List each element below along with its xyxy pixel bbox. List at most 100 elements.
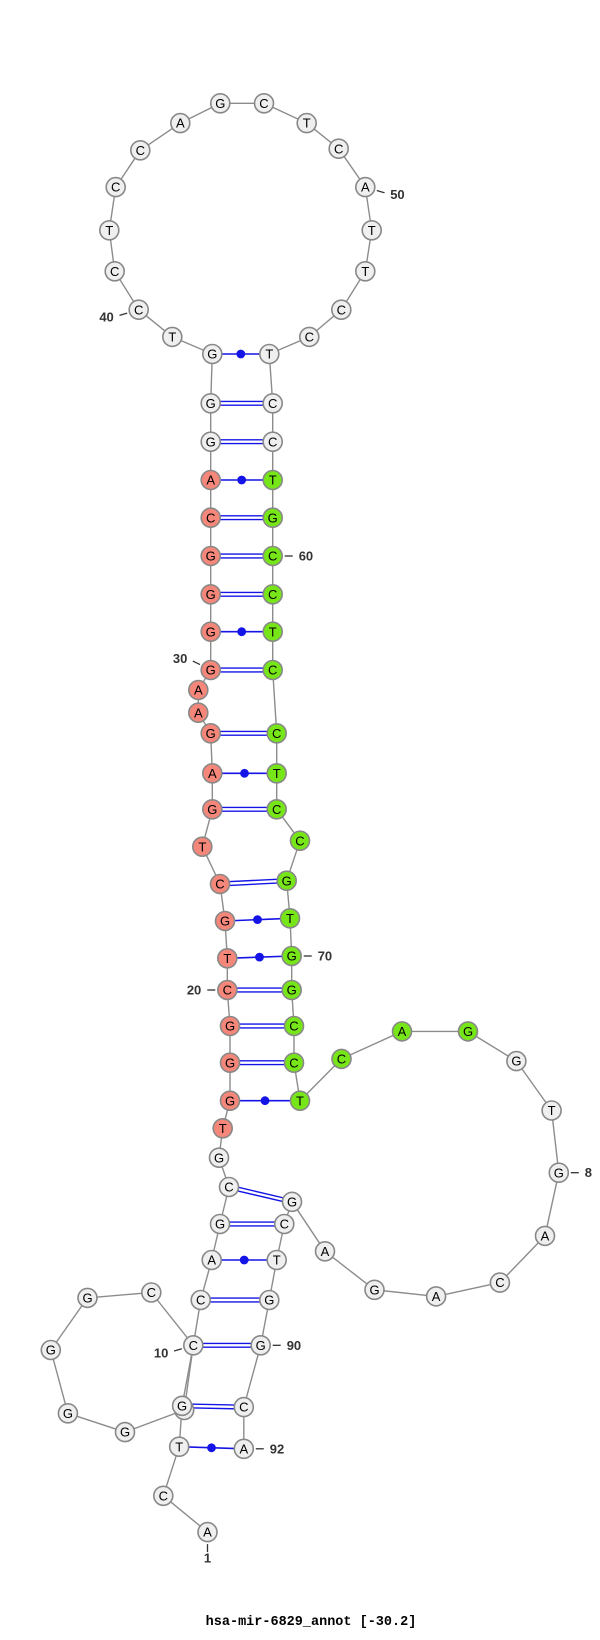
svg-text:A: A (176, 116, 185, 131)
svg-text:1: 1 (204, 1551, 211, 1566)
svg-text:T: T (105, 223, 113, 238)
svg-text:G: G (63, 1406, 73, 1421)
svg-text:A: A (398, 1024, 407, 1039)
svg-text:G: G (369, 1282, 379, 1297)
svg-text:C: C (337, 302, 346, 317)
svg-text:A: A (432, 1289, 441, 1304)
svg-text:A: A (239, 1441, 248, 1456)
svg-text:G: G (225, 1019, 235, 1034)
svg-text:G: G (206, 587, 216, 602)
svg-text:A: A (206, 473, 215, 488)
svg-text:C: C (305, 330, 314, 345)
svg-text:C: C (147, 1285, 156, 1300)
svg-text:C: C (136, 143, 145, 158)
svg-text:C: C (289, 1019, 298, 1034)
svg-text:A: A (194, 683, 203, 698)
svg-text:C: C (272, 802, 281, 817)
svg-text:C: C (215, 877, 224, 892)
svg-text:C: C (111, 180, 120, 195)
svg-text:G: G (225, 1093, 235, 1108)
svg-text:G: G (287, 983, 297, 998)
svg-text:50: 50 (390, 187, 404, 202)
svg-text:A: A (207, 1253, 216, 1268)
svg-text:90: 90 (287, 1338, 301, 1353)
svg-text:A: A (541, 1229, 550, 1244)
svg-text:G: G (215, 96, 225, 111)
svg-text:A: A (321, 1244, 330, 1259)
svg-text:C: C (206, 510, 215, 525)
svg-text:C: C (268, 663, 277, 678)
svg-text:A: A (361, 180, 370, 195)
svg-text:hsa-mir-6829_annot [-30.2]: hsa-mir-6829_annot [-30.2] (206, 1615, 417, 1630)
svg-text:60: 60 (299, 549, 313, 564)
svg-text:C: C (268, 587, 277, 602)
svg-text:T: T (168, 330, 176, 345)
svg-text:C: C (159, 1488, 168, 1503)
svg-text:G: G (256, 1338, 266, 1353)
svg-text:C: C (268, 396, 277, 411)
svg-text:T: T (361, 264, 369, 279)
svg-text:C: C (295, 833, 304, 848)
svg-text:T: T (296, 1093, 304, 1108)
svg-text:A: A (208, 766, 217, 781)
svg-text:G: G (120, 1425, 130, 1440)
svg-text:T: T (548, 1103, 556, 1118)
svg-text:G: G (554, 1165, 564, 1180)
svg-text:G: G (225, 1055, 235, 1070)
svg-text:T: T (269, 624, 277, 639)
svg-text:C: C (268, 434, 277, 449)
svg-text:C: C (334, 141, 343, 156)
svg-text:40: 40 (99, 310, 113, 325)
svg-text:G: G (206, 434, 216, 449)
svg-text:C: C (223, 983, 232, 998)
svg-text:G: G (214, 1150, 224, 1165)
svg-text:92: 92 (270, 1441, 284, 1456)
svg-text:10: 10 (154, 1345, 168, 1360)
svg-text:T: T (286, 911, 294, 926)
svg-text:T: T (303, 116, 311, 131)
svg-text:20: 20 (187, 983, 201, 998)
svg-text:G: G (82, 1291, 92, 1306)
svg-text:G: G (215, 1217, 225, 1232)
svg-text:A: A (203, 1525, 212, 1540)
svg-text:C: C (272, 726, 281, 741)
svg-text:G: G (287, 949, 297, 964)
svg-text:T: T (198, 839, 206, 854)
svg-text:G: G (220, 914, 230, 929)
svg-text:T: T (223, 951, 231, 966)
svg-text:G: G (177, 1398, 187, 1413)
svg-text:T: T (265, 347, 273, 362)
svg-text:C: C (134, 302, 143, 317)
svg-text:G: G (206, 396, 216, 411)
svg-text:T: T (175, 1439, 183, 1454)
svg-text:A: A (194, 705, 203, 720)
svg-text:G: G (46, 1343, 56, 1358)
svg-text:C: C (268, 549, 277, 564)
svg-text:30: 30 (173, 651, 187, 666)
svg-text:G: G (463, 1024, 473, 1039)
svg-text:G: G (206, 663, 216, 678)
svg-text:G: G (207, 802, 217, 817)
svg-text:C: C (280, 1217, 289, 1232)
svg-text:G: G (264, 1293, 274, 1308)
svg-text:G: G (511, 1054, 521, 1069)
svg-text:T: T (269, 473, 277, 488)
svg-text:G: G (206, 624, 216, 639)
svg-text:C: C (337, 1052, 346, 1067)
svg-text:C: C (224, 1180, 233, 1195)
svg-text:70: 70 (318, 949, 332, 964)
svg-text:G: G (287, 1194, 297, 1209)
svg-text:T: T (273, 766, 281, 781)
svg-text:G: G (268, 510, 278, 525)
svg-text:C: C (196, 1293, 205, 1308)
svg-text:G: G (206, 726, 216, 741)
svg-text:G: G (282, 873, 292, 888)
svg-text:8: 8 (585, 1165, 592, 1180)
svg-text:C: C (189, 1338, 198, 1353)
svg-text:C: C (289, 1055, 298, 1070)
svg-text:G: G (207, 347, 217, 362)
svg-text:T: T (273, 1253, 281, 1268)
svg-text:T: T (368, 223, 376, 238)
svg-text:G: G (206, 549, 216, 564)
svg-text:C: C (495, 1275, 504, 1290)
